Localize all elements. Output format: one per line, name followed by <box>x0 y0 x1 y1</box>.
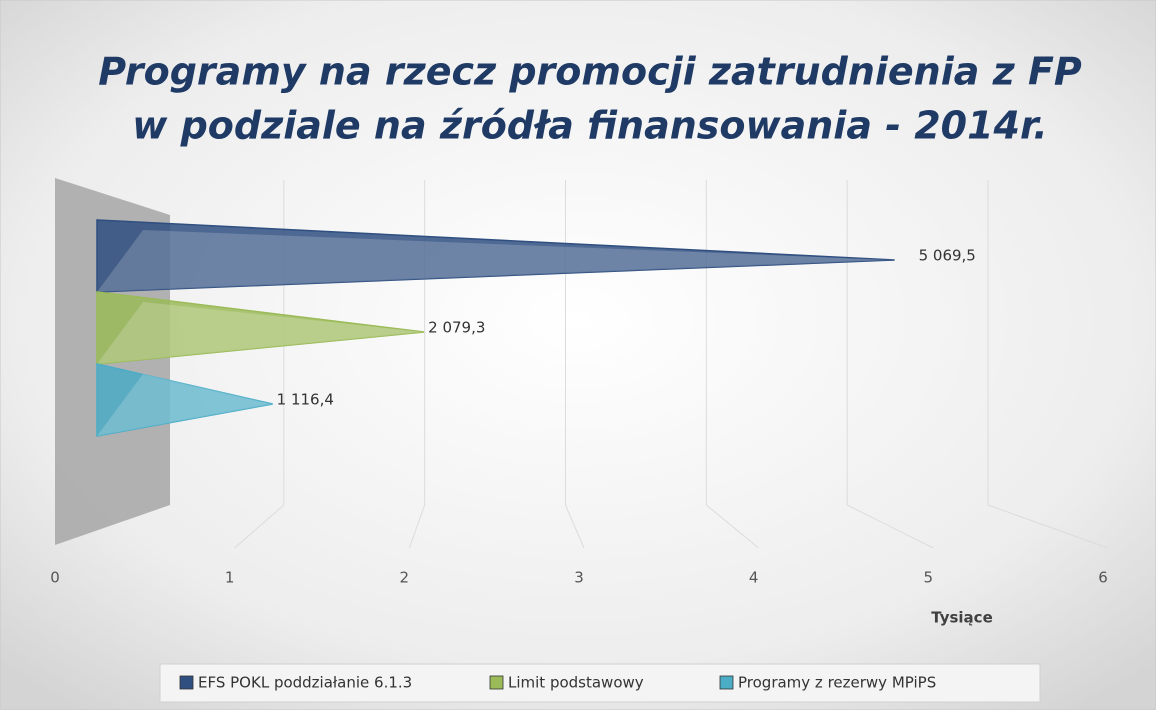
floor-grid-line <box>706 504 759 549</box>
floor-grid-line <box>987 504 1109 549</box>
floor-grid-line <box>408 504 426 549</box>
x-tick-label: 5 <box>924 569 934 587</box>
legend-label: Limit podstawowy <box>508 674 644 692</box>
bar <box>96 291 425 365</box>
bar-face <box>97 230 895 292</box>
x-tick-label: 1 <box>225 569 235 587</box>
x-tick-label: 6 <box>1098 569 1108 587</box>
x-axis-label: Tysiące <box>931 609 993 627</box>
x-tick-label: 0 <box>50 569 60 587</box>
bar-face <box>97 302 425 364</box>
chart-title: w podziale na źródła finansowania - 2014… <box>132 104 1047 148</box>
legend-swatch <box>179 675 194 690</box>
data-label: 5 069,5 <box>919 247 976 265</box>
x-tick-label: 3 <box>574 569 584 587</box>
floor-grid-line <box>565 504 585 549</box>
legend-label: Programy z rezerwy MPiPS <box>738 674 936 692</box>
floor-grid-line <box>234 504 285 549</box>
chart-title: Programy na rzecz promocji zatrudnienia … <box>98 50 1082 94</box>
bar <box>96 219 895 293</box>
data-label: 1 116,4 <box>277 391 334 409</box>
data-label: 2 079,3 <box>428 319 485 337</box>
legend <box>159 663 1041 703</box>
x-tick-label: 2 <box>400 569 410 587</box>
floor-grid-line <box>846 504 934 549</box>
bar <box>96 363 273 437</box>
x-tick-label: 4 <box>749 569 759 587</box>
legend-swatch <box>719 675 734 690</box>
legend-swatch <box>489 675 504 690</box>
legend-label: EFS POKL poddziałanie 6.1.3 <box>198 674 412 692</box>
bar-face <box>97 374 273 436</box>
